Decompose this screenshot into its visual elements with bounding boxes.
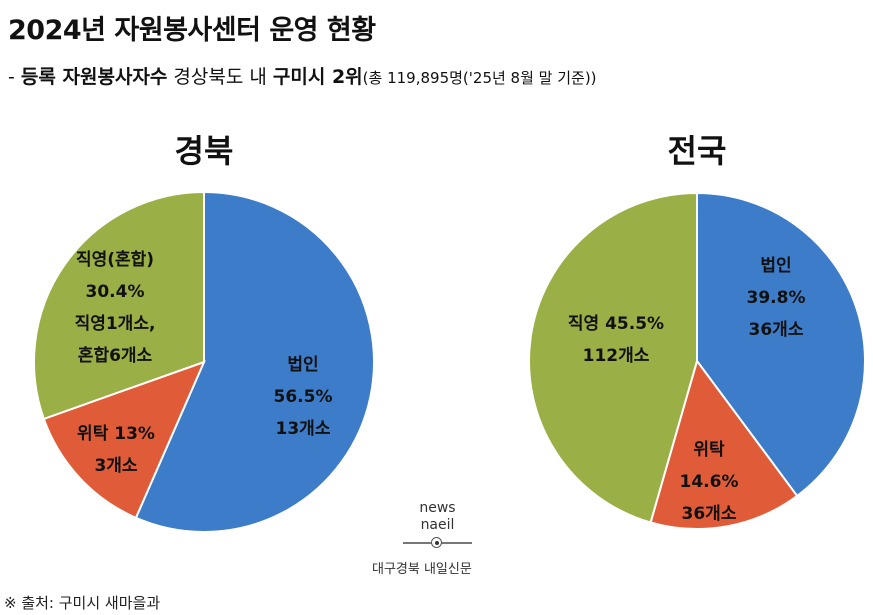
label-count-2: 혼합6개소: [77, 346, 153, 366]
label-pct: 39.8%: [746, 288, 806, 308]
label-count: 직영1개소,: [74, 314, 156, 334]
label-nat-consign: 위탁 14.6% 36개소: [680, 434, 739, 530]
label-name: 위탁: [693, 440, 725, 460]
label-nat-corp: 법인 39.8% 36개소: [747, 250, 806, 346]
source-note: ※ 출처: 구미시 새마을과: [4, 594, 161, 612]
label-nat-direct: 직영 45.5% 112개소: [568, 308, 664, 372]
subtitle: - 등록 자원봉사자수 경상북도 내 구미시 2위(총 119,895명('25…: [8, 62, 597, 89]
subtitle-note: (총 119,895명('25년 8월 말 기준)): [362, 69, 597, 87]
label-gb-corp: 법인 56.5% 13개소: [274, 349, 333, 445]
pie-slice-법인: [134, 190, 375, 533]
label-pct: 위탁 13%: [77, 424, 155, 444]
label-count: 36개소: [681, 504, 737, 524]
label-count: 36개소: [748, 320, 804, 340]
label-count: 3개소: [94, 456, 138, 476]
newspaper-logo: news naeil: [400, 500, 475, 549]
page-title: 2024년 자원봉사센터 운영 현황: [8, 15, 376, 46]
logo-subtitle: 대구경북 내일신문: [372, 562, 472, 577]
pie-slice-위탁: [42, 360, 206, 520]
logo-line-1: news: [419, 500, 456, 516]
label-pct: 직영 45.5%: [567, 314, 665, 334]
label-pct: 56.5%: [273, 387, 333, 407]
label-name: 직영(혼합): [75, 250, 155, 270]
logo-target-icon: [400, 537, 475, 549]
label-name: 법인: [287, 355, 319, 375]
chart-title-national: 전국: [667, 132, 727, 170]
pie-slice-직영: [528, 191, 698, 524]
label-gb-direct: 직영(혼합) 30.4% 직영1개소, 혼합6개소: [75, 244, 156, 372]
logo-line-2: naeil: [420, 517, 455, 533]
pie-slice-위탁: [649, 358, 799, 530]
label-pct: 14.6%: [679, 472, 739, 492]
subtitle-bold-2: 구미시 2위: [272, 66, 363, 88]
subtitle-bold-1: 등록 자원봉사자수: [20, 66, 168, 88]
label-gb-consign: 위탁 13% 3개소: [77, 418, 155, 482]
subtitle-normal: 경상북도 내: [167, 66, 273, 88]
label-name: 법인: [760, 256, 792, 276]
pie-slice-직영(혼합): [33, 190, 205, 421]
dash: -: [8, 66, 21, 88]
pie-slice-법인: [696, 191, 866, 498]
chart-title-gyeongbuk: 경북: [174, 132, 234, 170]
label-pct: 30.4%: [85, 282, 145, 302]
label-count: 13개소: [275, 419, 331, 439]
label-count: 112개소: [582, 346, 650, 366]
